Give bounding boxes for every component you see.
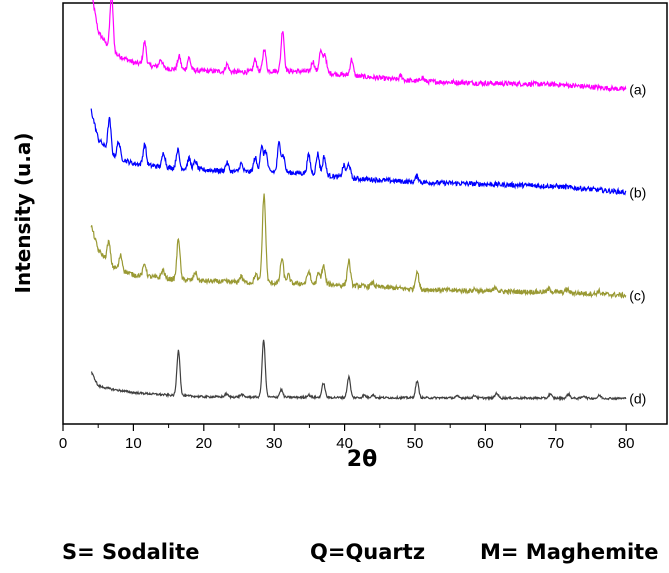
plot-frame — [62, 2, 668, 425]
series-line-c — [90, 193, 627, 300]
series-label-a: (a) — [629, 81, 646, 97]
x-tick-label: 20 — [195, 435, 212, 452]
series-label-c: (c) — [629, 287, 645, 303]
series-line-a — [92, 0, 627, 93]
x-tick-label: 80 — [618, 435, 635, 452]
x-tick-label: 0 — [59, 435, 67, 452]
x-axis-label: 2θ — [347, 447, 377, 472]
legend-maghemite: M= Maghemite — [480, 540, 659, 564]
legend-sodalite: S= Sodalite — [62, 540, 200, 564]
x-tick-label: 50 — [407, 435, 424, 452]
legend-quartz: Q=Quartz — [310, 540, 426, 564]
x-tick-label: 10 — [125, 435, 142, 452]
series-label-d: (d) — [629, 390, 646, 406]
x-tick-label: 60 — [477, 435, 494, 452]
series-line-b — [90, 108, 627, 196]
series-label-b: (b) — [629, 184, 646, 200]
x-tick-label: 30 — [266, 435, 283, 452]
x-tick-label: 70 — [547, 435, 564, 452]
x-tick-label: 40 — [336, 435, 353, 452]
series-layer: (a) (b) (c) (d) — [90, 0, 646, 406]
y-axis-label: Intensity (u.a) — [11, 133, 35, 294]
series-line-d — [90, 339, 627, 402]
x-axis: 0 10 20 30 40 50 60 70 80 — [59, 424, 635, 452]
